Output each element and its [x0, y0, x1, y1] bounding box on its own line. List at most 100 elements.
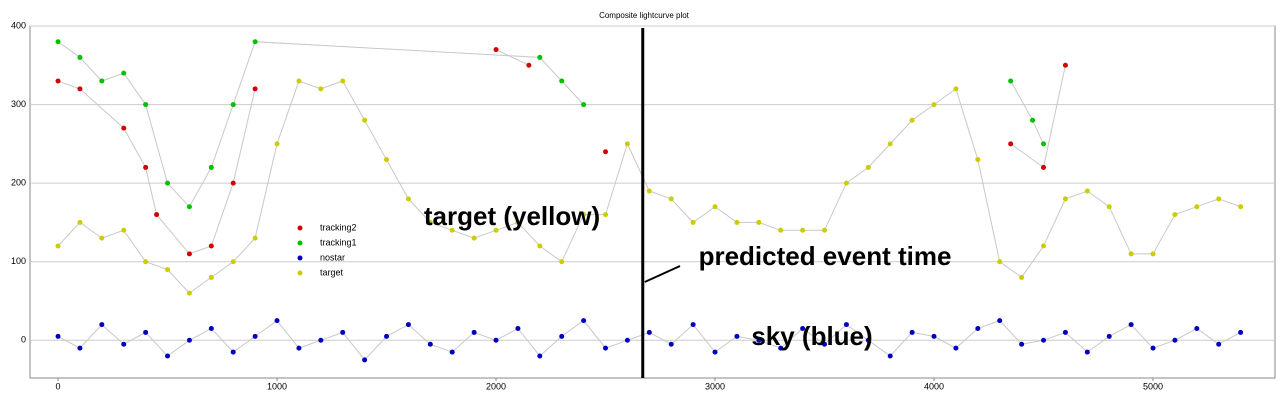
y-tick-label: 200: [11, 178, 26, 188]
data-point: [1106, 204, 1112, 210]
data-point: [690, 219, 696, 225]
data-point: [493, 227, 499, 233]
data-point: [975, 326, 981, 331]
data-point: [646, 188, 652, 194]
data-point: [1041, 243, 1047, 249]
annotation-arrow: [644, 265, 681, 283]
data-point: [1019, 341, 1025, 347]
data-point: [1238, 204, 1244, 210]
data-point: [537, 243, 543, 249]
data-point: [843, 322, 849, 328]
data-point: [1041, 141, 1047, 147]
data-point: [384, 157, 390, 163]
data-point: [208, 274, 214, 280]
data-point: [537, 353, 543, 359]
data-point: [318, 337, 324, 343]
data-point: [1194, 204, 1200, 210]
data-point: [230, 259, 236, 265]
data-point: [165, 180, 171, 186]
data-point: [1062, 62, 1068, 68]
data-point: [143, 329, 149, 335]
data-point: [800, 227, 806, 233]
data-point: [887, 353, 893, 359]
data-point: [252, 86, 258, 92]
annotation: sky (blue): [751, 321, 872, 351]
data-point: [1172, 337, 1178, 343]
data-point: [931, 102, 937, 108]
data-point: [55, 39, 61, 45]
data-point: [143, 102, 149, 108]
data-point: [1019, 274, 1025, 280]
x-tick-label: 4000: [924, 381, 944, 391]
data-point: [493, 337, 499, 343]
data-point: [1194, 326, 1200, 331]
data-point: [99, 235, 105, 241]
data-point: [778, 345, 784, 351]
plot-frame: [29, 25, 1276, 379]
y-tick-label: 0: [21, 335, 26, 345]
data-point: [865, 337, 871, 343]
data-point: [1062, 196, 1068, 202]
data-point: [362, 357, 368, 363]
data-point: [471, 235, 477, 241]
data-point: [55, 243, 61, 249]
data-point: [843, 180, 849, 186]
data-point: [1062, 329, 1068, 335]
data-point: [668, 196, 674, 202]
legend-marker: [297, 240, 303, 246]
data-point: [384, 333, 390, 339]
data-point: [362, 117, 368, 123]
data-point: [975, 157, 981, 163]
data-point: [515, 219, 521, 225]
data-point: [121, 341, 127, 347]
data-point: [208, 164, 214, 170]
data-point: [252, 235, 258, 241]
data-point: [559, 78, 565, 84]
data-point: [603, 149, 609, 155]
data-point: [77, 345, 83, 351]
x-tick-label: 5000: [1143, 381, 1163, 391]
data-point: [121, 125, 127, 131]
data-point: [778, 227, 784, 233]
data-point: [154, 212, 160, 218]
data-point: [997, 318, 1003, 324]
data-point: [1084, 349, 1090, 355]
data-point: [526, 62, 532, 68]
data-point: [1150, 345, 1156, 351]
data-point: [340, 329, 346, 335]
data-point: [931, 333, 937, 339]
data-point: [603, 345, 609, 351]
data-point: [471, 329, 477, 335]
data-point: [822, 227, 828, 233]
data-point: [581, 212, 587, 218]
data-point: [340, 78, 346, 84]
data-point: [997, 259, 1003, 265]
data-point: [690, 322, 696, 328]
data-point: [296, 345, 302, 351]
data-point: [887, 141, 893, 147]
data-point: [208, 243, 214, 249]
data-point: [559, 259, 565, 265]
data-point: [1150, 251, 1156, 257]
data-point: [756, 337, 762, 343]
data-point: [274, 318, 280, 324]
data-point: [603, 212, 609, 218]
data-point: [121, 227, 127, 233]
data-point: [208, 326, 214, 331]
data-point: [1238, 329, 1244, 335]
data-point: [274, 141, 280, 147]
data-point: [405, 322, 411, 328]
data-point: [230, 180, 236, 186]
annotation: predicted event time: [699, 241, 952, 271]
data-point: [99, 78, 105, 84]
data-point: [1106, 333, 1112, 339]
data-point: [712, 204, 718, 210]
data-point: [318, 86, 324, 92]
data-point: [515, 326, 521, 331]
data-point: [427, 341, 433, 347]
legend-marker: [297, 225, 303, 231]
legend-label: tracking2: [320, 222, 357, 232]
data-point: [756, 219, 762, 225]
data-point: [99, 322, 105, 328]
